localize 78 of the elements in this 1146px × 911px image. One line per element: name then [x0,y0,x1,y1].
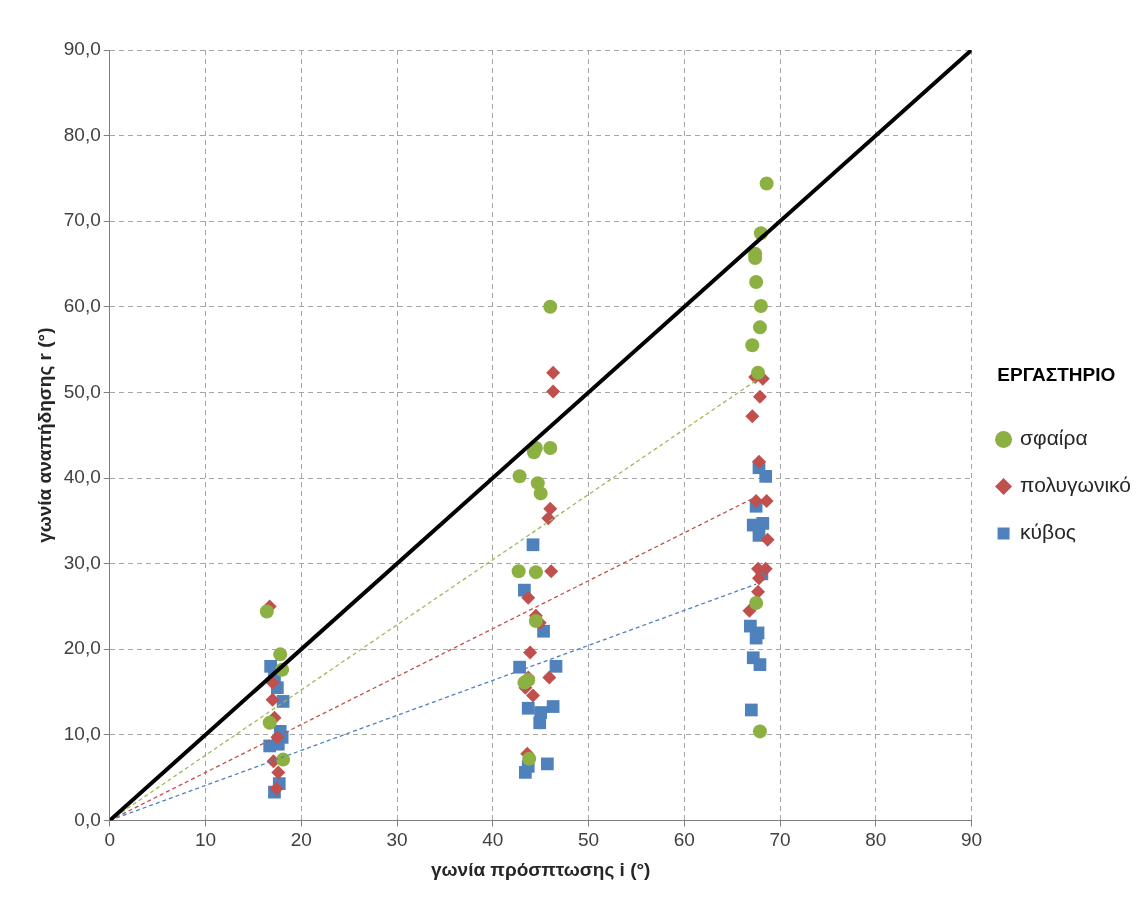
point [543,299,558,314]
point [262,715,277,730]
point [546,384,561,399]
y-tick-label: 80,0 [63,123,101,145]
point [518,766,532,779]
point [521,701,535,715]
x-tick-label: 40 [482,829,504,851]
point [541,511,556,526]
point [759,494,774,509]
y-tick-label: 90,0 [63,38,101,60]
point [533,716,547,730]
x-tick-label: 70 [769,829,791,851]
point [751,584,766,599]
point [745,409,760,424]
point [541,757,554,771]
point [742,603,757,618]
point [751,454,766,469]
point [522,751,537,766]
point [549,659,563,673]
point [528,565,543,580]
x-tick-label: 10 [194,829,217,851]
x-tick-label: 0 [104,829,116,851]
y-axis-title: γωνία αναπήδησης r (°) [33,327,55,543]
x-tick-label: 20 [290,829,312,851]
y-tick-label: 10,0 [63,723,101,745]
point [752,389,767,404]
point [749,274,764,289]
y-tick-label: 40,0 [63,466,101,488]
point [265,675,280,690]
point [751,571,766,586]
point [760,532,775,547]
point [753,298,768,313]
point [523,645,538,660]
point [759,469,773,483]
point [526,688,541,703]
point [543,441,558,456]
point [276,752,291,767]
point [269,781,284,796]
point [528,613,543,628]
y-tick-label: 30,0 [63,551,101,573]
legend-label: πολυγωνικό [1020,473,1131,497]
point [513,660,526,674]
x-axis-title: γωνία πρόσπτωσης i (°) [430,858,651,880]
y-tick-label: 60,0 [63,295,101,317]
x-tick-label: 90 [960,829,983,851]
point [546,700,560,713]
point [265,692,280,707]
point [533,486,548,501]
point [521,590,536,605]
point [752,320,767,335]
point [512,469,527,484]
x-tick-label: 80 [865,829,887,851]
y-tick-label: 70,0 [63,209,101,231]
point [271,765,286,780]
point [544,564,559,579]
point [526,538,540,552]
point [542,670,557,685]
x-tick-label: 30 [386,829,408,851]
y-tick-label: 20,0 [63,637,101,659]
point [273,647,288,662]
point [759,176,774,191]
x-tick-label: 50 [577,829,600,851]
point [745,338,760,353]
y-tick-label: 0,0 [74,808,101,830]
point [749,595,764,610]
point [752,724,767,739]
point [511,564,526,579]
point [270,730,285,745]
legend-title: ΕΡΓΑΣΤΗΡΙΟ [997,363,1116,385]
legend-label: σφαίρα [1020,426,1088,450]
x-tick-label: 60 [673,829,695,851]
point [546,365,561,380]
point [259,604,274,619]
point [751,365,766,380]
point [744,703,758,717]
point [753,658,767,671]
y-tick-label: 50,0 [63,380,101,402]
legend-label: κύβος [1020,520,1076,544]
